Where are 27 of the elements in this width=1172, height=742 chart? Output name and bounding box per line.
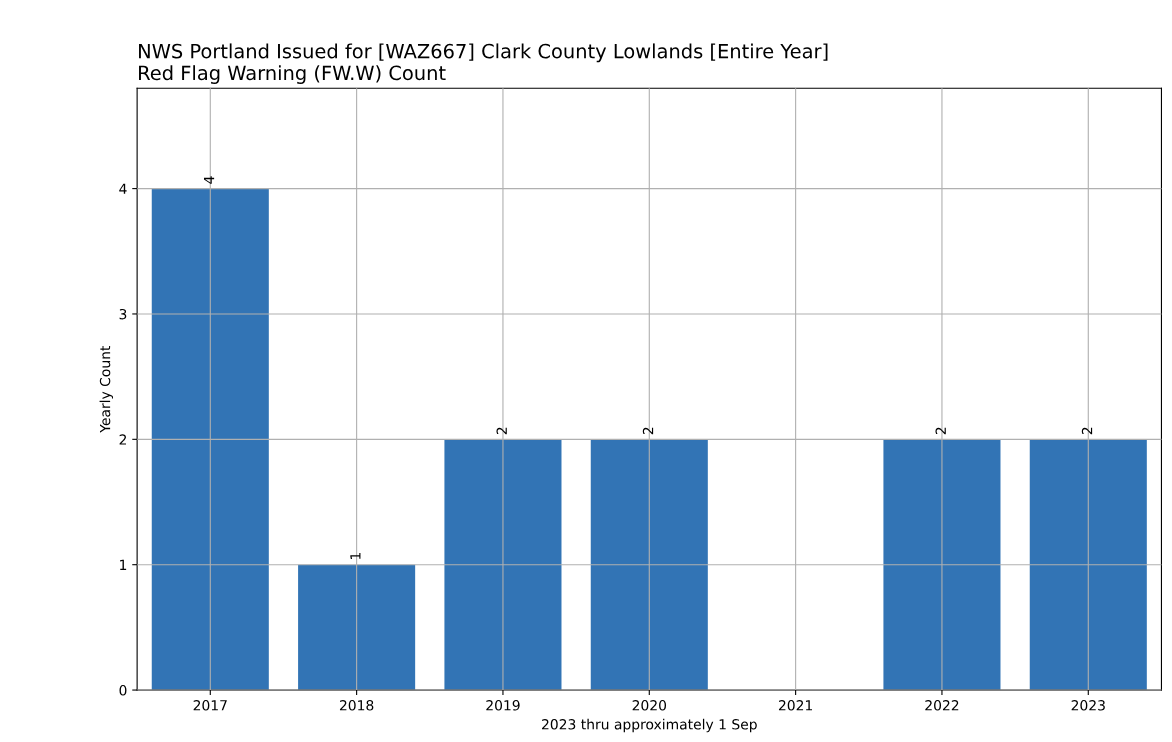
data-label: 4 — [204, 176, 215, 184]
x-tick-label: 2019 — [486, 700, 520, 711]
y-tick-label: 3 — [119, 308, 127, 320]
y-tick-label: 0 — [119, 685, 127, 696]
x-axis-title: 2023 thru approximately 1 Sep — [542, 718, 757, 733]
x-tick-label: 2023 — [1071, 700, 1105, 711]
bar — [151, 188, 269, 691]
bar — [444, 439, 562, 691]
bar — [298, 564, 416, 691]
bar — [590, 439, 708, 691]
x-tick-label: 2018 — [339, 700, 374, 711]
data-label: 2 — [1081, 427, 1093, 435]
y-tick-label: 4 — [119, 183, 127, 194]
y-axis-title: Yearly Count — [99, 345, 114, 433]
x-tick-label: 2020 — [632, 700, 667, 711]
y-tick-label: 1 — [120, 559, 127, 570]
data-label: 2 — [935, 427, 946, 435]
x-tick-label: 2021 — [778, 700, 813, 711]
data-label: 2 — [496, 427, 507, 435]
x-tick-label: 2017 — [193, 700, 227, 711]
bar — [883, 439, 1001, 691]
x-tick-label: 2022 — [925, 700, 959, 711]
data-label: 1 — [350, 552, 361, 559]
chart-title: NWS Portland Issued for [WAZ667] Clark County Lowlands [Entire Year] Red Flag Warning (FW.W) Count — [139, 43, 828, 85]
y-tick-label: 2 — [119, 434, 127, 445]
bar — [1029, 439, 1147, 691]
data-label: 2 — [642, 427, 654, 435]
